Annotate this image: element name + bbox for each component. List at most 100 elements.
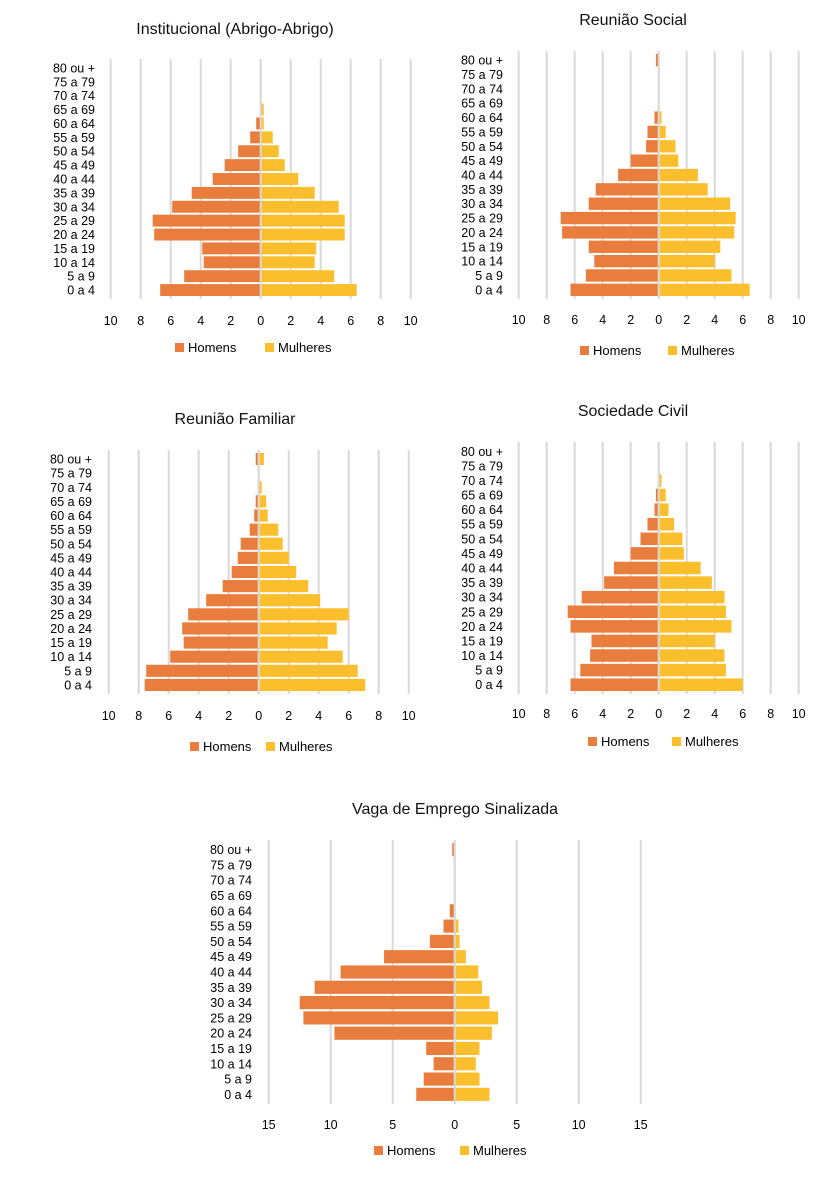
legend-swatch-mulheres	[265, 343, 274, 352]
age-group-label: 65 a 69	[461, 489, 503, 503]
x-tick-label: 2	[627, 313, 634, 327]
bar-homens-25-a-29	[560, 211, 659, 225]
age-group-label: 5 a 9	[224, 1073, 252, 1087]
bar-homens-20-a-24	[570, 620, 659, 633]
x-tick-label: 10	[792, 313, 806, 327]
bar-mulheres-50-a-54	[658, 140, 676, 153]
bar-mulheres-5-a-9	[658, 269, 732, 282]
bar-mulheres-55-a-59	[260, 131, 273, 144]
x-tick-label: 6	[739, 313, 746, 327]
bar-homens-60-a-64	[256, 117, 261, 130]
age-group-label: 35 a 39	[461, 183, 503, 197]
bar-homens-35-a-39	[595, 183, 659, 196]
age-group-label: 75 a 79	[50, 467, 92, 481]
bar-mulheres-45-a-49	[658, 154, 679, 167]
age-group-label: 35 a 39	[53, 186, 95, 200]
age-group-label: 5 a 9	[475, 269, 503, 283]
bar-mulheres-20-a-24	[258, 622, 337, 635]
bar-mulheres-20-a-24	[454, 1026, 492, 1040]
legend-label-homens: Homens	[387, 1143, 436, 1158]
bar-homens-15-a-19	[202, 242, 261, 255]
age-group-label: 60 a 64	[210, 904, 252, 918]
bar-mulheres-55-a-59	[658, 517, 675, 531]
x-tick-label: 2	[227, 314, 234, 328]
x-tick-label: 2	[627, 707, 634, 721]
x-tick-label: 6	[571, 313, 578, 327]
age-group-label: 75 a 79	[210, 858, 252, 872]
age-group-label: 75 a 79	[461, 68, 503, 82]
bar-mulheres-15-a-19	[658, 634, 715, 648]
bar-homens-80-ou-plus	[452, 843, 455, 857]
age-group-label: 30 a 34	[53, 200, 95, 214]
bar-homens-10-a-14	[203, 256, 261, 269]
age-group-label: 15 a 19	[53, 242, 95, 256]
bar-homens-10-a-14	[433, 1057, 455, 1071]
bar-mulheres-5-a-9	[658, 663, 726, 677]
bar-homens-10-a-14	[594, 254, 659, 268]
chart-title: Sociedade Civil	[578, 403, 688, 420]
age-group-label: 55 a 59	[210, 920, 252, 934]
bar-homens-65-a-69	[655, 488, 659, 502]
bar-mulheres-15-a-19	[260, 242, 317, 255]
bar-homens-45-a-49	[224, 159, 261, 172]
age-group-label: 45 a 49	[461, 154, 503, 168]
x-tick-label: 15	[262, 1118, 276, 1132]
bar-homens-30-a-34	[581, 590, 659, 604]
x-tick-label: 10	[324, 1118, 338, 1132]
x-tick-label: 0	[655, 313, 662, 327]
legend-label-mulheres: Mulheres	[278, 340, 332, 355]
bar-homens-50-a-54	[640, 532, 659, 546]
age-group-label: 40 a 44	[50, 566, 92, 580]
age-group-label: 30 a 34	[461, 197, 503, 211]
age-group-label: 50 a 54	[53, 145, 95, 159]
legend-label-homens: Homens	[188, 340, 237, 355]
legend-label-homens: Homens	[601, 734, 650, 749]
bar-homens-40-a-44	[212, 173, 261, 185]
legend-swatch-homens	[190, 742, 199, 751]
x-tick-label: 0	[255, 709, 262, 723]
bar-homens-45-a-49	[630, 547, 659, 560]
bar-mulheres-15-a-19	[658, 240, 721, 253]
age-group-label: 70 a 74	[461, 474, 503, 488]
bar-mulheres-30-a-34	[658, 197, 731, 210]
bar-mulheres-35-a-39	[258, 580, 309, 593]
bar-mulheres-10-a-14	[258, 650, 343, 663]
bar-homens-30-a-34	[588, 197, 659, 210]
bar-homens-0-a-4	[570, 283, 659, 296]
bar-homens-55-a-59	[443, 919, 455, 933]
age-group-label: 50 a 54	[461, 532, 503, 546]
bar-mulheres-45-a-49	[260, 159, 285, 172]
bar-homens-55-a-59	[647, 517, 659, 531]
bar-mulheres-45-a-49	[658, 547, 684, 560]
age-group-label: 15 a 19	[461, 634, 503, 648]
age-group-label: 60 a 64	[461, 503, 503, 517]
bar-mulheres-5-a-9	[454, 1072, 480, 1086]
bar-homens-45-a-49	[384, 950, 455, 964]
x-tick-label: 10	[402, 709, 416, 723]
x-tick-label: 10	[512, 707, 526, 721]
bar-mulheres-60-a-64	[658, 111, 662, 124]
x-tick-label: 8	[543, 707, 550, 721]
bar-homens-20-a-24	[334, 1026, 455, 1040]
legend-swatch-mulheres	[460, 1146, 469, 1155]
bar-mulheres-10-a-14	[454, 1057, 476, 1071]
x-tick-label: 4	[599, 313, 606, 327]
age-group-label: 10 a 14	[50, 650, 92, 664]
chart-title: Institucional (Abrigo-Abrigo)	[136, 21, 333, 38]
legend: Homens Mulheres	[374, 1143, 527, 1158]
age-group-label: 55 a 59	[53, 131, 95, 145]
bar-homens-0-a-4	[144, 678, 259, 692]
age-group-label: 5 a 9	[64, 664, 92, 678]
bar-mulheres-40-a-44	[258, 565, 297, 579]
bar-mulheres-0-a-4	[454, 1087, 490, 1101]
age-group-label: 30 a 34	[210, 996, 252, 1010]
bar-homens-15-a-19	[426, 1041, 455, 1056]
age-group-label: 40 a 44	[461, 169, 503, 183]
bar-mulheres-35-a-39	[454, 980, 482, 994]
x-tick-label: 10	[102, 709, 116, 723]
x-tick-label: 8	[377, 314, 384, 328]
x-tick-label: 4	[711, 313, 718, 327]
bar-mulheres-60-a-64	[258, 509, 268, 522]
